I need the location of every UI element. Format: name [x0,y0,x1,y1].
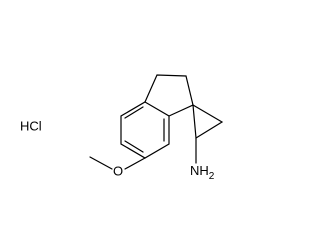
amine-subscript: 2 [209,171,215,182]
amine-text: NH [190,163,209,178]
bonds [89,74,224,170]
oxygen-label: O [113,163,123,178]
salt-label: HCl [20,118,42,133]
amine-label: NH2 [190,163,215,181]
structure: HCl O NH2 [20,74,224,182]
